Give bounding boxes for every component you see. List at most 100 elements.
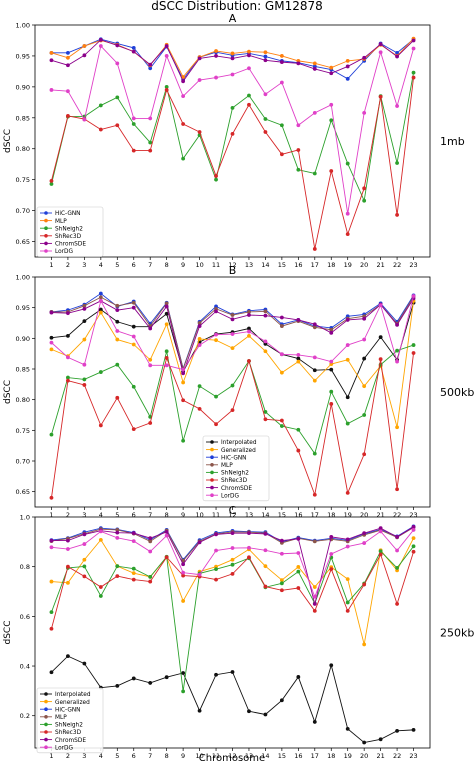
data-point xyxy=(279,324,284,328)
y-axis-label: dSCC xyxy=(3,380,13,404)
data-point xyxy=(181,75,186,79)
panel-a: A 1mb 0.65 0.70 0.75 0.80 0.85 0.90 0.95 1.00 dSCC… xyxy=(3,12,465,269)
data-point xyxy=(98,103,103,108)
x-tick-label: 11 xyxy=(212,261,220,269)
panel-b: B 500kb 0.65 0.70 0.75 0.80 0.85 0.90 0.95 1.00 dS… xyxy=(3,264,474,519)
data-point xyxy=(395,534,399,539)
data-point xyxy=(49,58,54,63)
data-point xyxy=(395,728,399,733)
data-point xyxy=(214,54,218,58)
data-point xyxy=(131,539,136,543)
data-point xyxy=(214,548,218,553)
data-point xyxy=(345,544,350,549)
data-point xyxy=(164,675,169,680)
x-tick-label: 9 xyxy=(181,261,185,269)
data-point xyxy=(49,182,54,186)
data-point xyxy=(395,161,399,165)
data-point xyxy=(362,55,367,60)
data-point xyxy=(329,534,334,539)
data-point xyxy=(49,670,54,675)
data-point xyxy=(345,343,350,347)
data-point xyxy=(115,43,120,48)
x-tick-label: 13 xyxy=(245,261,253,269)
data-point xyxy=(345,577,350,581)
x-tick-label: 11 xyxy=(212,511,220,519)
data-point xyxy=(131,676,136,681)
data-point xyxy=(263,50,268,55)
y-tick-label: 0.80 xyxy=(16,396,30,404)
data-point xyxy=(214,532,218,537)
data-point xyxy=(247,310,251,314)
data-point xyxy=(115,528,120,532)
data-point xyxy=(378,42,383,47)
x-tick-label: 16 xyxy=(294,752,302,760)
legend-label: LorDG xyxy=(221,493,240,499)
data-point xyxy=(230,346,235,351)
data-point xyxy=(66,538,70,543)
x-tick-label: 7 xyxy=(148,261,152,269)
y-tick-label: 1.00 xyxy=(16,274,30,282)
data-point xyxy=(49,340,54,345)
resolution-label: 1mb xyxy=(440,135,465,148)
legend-label: MLP xyxy=(55,219,67,225)
data-point xyxy=(395,425,399,430)
x-tick-label: 19 xyxy=(344,511,352,519)
data-point xyxy=(164,54,169,58)
data-point xyxy=(296,123,301,128)
panel-label: A xyxy=(229,12,237,25)
data-point xyxy=(66,654,70,658)
data-point xyxy=(181,79,186,84)
data-point xyxy=(279,424,284,428)
data-point xyxy=(395,50,399,55)
data-point xyxy=(214,338,218,343)
data-point xyxy=(131,384,136,389)
data-point xyxy=(247,329,251,334)
data-point xyxy=(230,531,235,536)
data-point xyxy=(164,304,169,309)
x-tick-label: 6 xyxy=(132,511,136,519)
data-point xyxy=(214,577,218,582)
data-point xyxy=(263,313,268,318)
data-point xyxy=(98,594,103,598)
x-tick-label: 12 xyxy=(228,752,236,760)
x-tick-label: 21 xyxy=(376,261,384,269)
data-point xyxy=(395,359,399,364)
data-point xyxy=(230,106,235,110)
data-point xyxy=(263,58,268,63)
data-point xyxy=(279,418,284,423)
data-point xyxy=(329,102,334,107)
data-point xyxy=(329,330,334,335)
legend-marker xyxy=(44,707,48,711)
y-tick-label: 1.0 xyxy=(20,514,30,522)
legend-marker xyxy=(44,699,48,704)
data-point xyxy=(164,322,169,327)
data-point xyxy=(296,167,301,172)
data-point xyxy=(362,384,367,389)
data-point xyxy=(181,122,186,126)
data-point xyxy=(378,335,383,340)
data-point xyxy=(115,535,120,540)
data-point xyxy=(197,406,202,411)
data-point xyxy=(49,88,54,92)
data-point xyxy=(148,326,153,331)
x-tick-label: 3 xyxy=(82,511,86,519)
data-point xyxy=(395,348,399,353)
legend-marker xyxy=(44,745,48,749)
data-point xyxy=(148,66,153,71)
data-point xyxy=(312,355,317,360)
data-point xyxy=(66,55,70,60)
legend-marker xyxy=(210,447,214,452)
data-point xyxy=(197,130,202,134)
data-point xyxy=(131,531,136,536)
y-tick-label: 0.90 xyxy=(16,335,30,343)
data-point xyxy=(197,343,202,347)
data-point xyxy=(82,564,87,569)
data-point xyxy=(247,359,251,363)
data-point xyxy=(329,402,334,406)
data-point xyxy=(148,421,153,425)
data-point xyxy=(362,740,367,745)
data-point xyxy=(230,383,235,388)
